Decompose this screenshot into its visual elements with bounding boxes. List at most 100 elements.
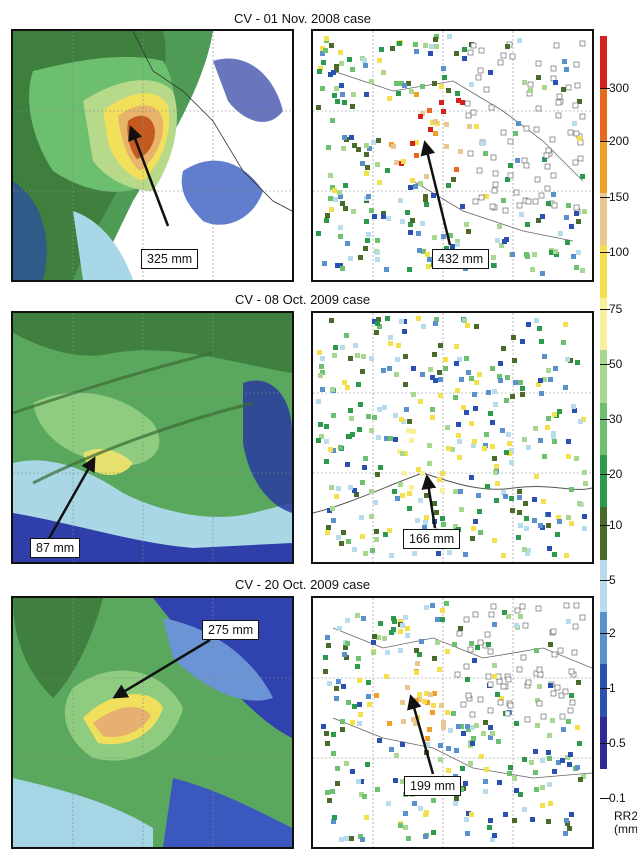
station-marker xyxy=(543,152,550,159)
station-marker xyxy=(544,163,551,170)
station-marker xyxy=(421,249,426,254)
station-marker xyxy=(327,508,332,513)
station-marker xyxy=(469,376,474,381)
station-marker xyxy=(431,193,436,198)
station-marker xyxy=(567,826,572,831)
station-markers-3 xyxy=(321,601,586,842)
station-marker xyxy=(338,263,343,268)
station-marker xyxy=(562,59,567,64)
station-marker xyxy=(497,780,502,785)
station-marker xyxy=(367,146,372,151)
station-marker xyxy=(546,368,551,373)
colorbar-segment xyxy=(600,36,607,89)
station-marker xyxy=(433,37,438,42)
station-marker xyxy=(512,818,517,823)
station-marker xyxy=(577,741,582,746)
station-marker xyxy=(421,324,426,329)
station-marker xyxy=(491,255,496,260)
station-marker xyxy=(477,639,484,646)
station-marker xyxy=(454,671,461,678)
station-marker xyxy=(357,427,362,432)
station-marker xyxy=(334,686,339,691)
station-marker xyxy=(338,225,343,230)
obs-map-case-1 xyxy=(311,29,594,282)
station-marker xyxy=(397,449,402,454)
colorbar-tick-label: 50 xyxy=(609,357,623,371)
station-marker xyxy=(530,267,535,272)
station-marker xyxy=(363,456,368,461)
station-marker xyxy=(323,48,328,53)
station-marker xyxy=(539,339,544,344)
station-marker xyxy=(343,206,348,211)
station-marker xyxy=(525,551,530,556)
station-marker xyxy=(431,798,436,803)
station-marker xyxy=(551,651,558,658)
station-marker xyxy=(580,174,585,179)
station-marker xyxy=(324,459,329,464)
station-marker xyxy=(520,386,525,391)
station-marker xyxy=(572,623,579,630)
station-marker xyxy=(330,789,335,794)
station-marker xyxy=(487,707,494,714)
station-marker xyxy=(369,489,374,494)
station-marker xyxy=(521,157,528,164)
station-marker xyxy=(461,731,466,736)
station-marker xyxy=(320,86,325,91)
station-marker xyxy=(376,317,381,322)
station-marker xyxy=(463,663,470,670)
station-marker xyxy=(413,721,418,726)
station-marker xyxy=(510,252,515,257)
station-marker xyxy=(394,753,399,758)
station-marker xyxy=(579,113,586,120)
station-marker xyxy=(445,649,450,654)
station-marker xyxy=(507,702,514,709)
station-marker xyxy=(325,790,330,795)
station-marker xyxy=(364,143,369,148)
station-marker xyxy=(394,81,399,86)
station-marker xyxy=(517,495,522,500)
station-marker xyxy=(402,329,407,334)
station-marker xyxy=(398,482,403,487)
station-marker xyxy=(547,782,552,787)
station-marker xyxy=(387,366,392,371)
station-marker xyxy=(363,63,368,68)
station-marker xyxy=(376,435,381,440)
station-marker xyxy=(335,263,340,268)
station-marker xyxy=(398,823,403,828)
station-marker xyxy=(438,757,443,762)
obs-map-case-3 xyxy=(311,596,594,849)
station-marker xyxy=(338,194,343,199)
station-marker xyxy=(349,135,354,140)
station-marker xyxy=(464,817,469,822)
station-marker xyxy=(436,551,441,556)
station-marker xyxy=(432,691,437,696)
station-marker xyxy=(369,208,374,213)
station-marker xyxy=(566,619,571,624)
station-marker xyxy=(427,727,432,732)
station-marker xyxy=(504,450,509,455)
station-marker xyxy=(404,407,409,412)
station-marker xyxy=(561,87,566,92)
obs-peak-label-1: 432 mm xyxy=(432,249,490,269)
station-marker xyxy=(547,733,552,738)
station-marker xyxy=(552,769,557,774)
station-marker xyxy=(374,330,379,335)
station-marker xyxy=(384,436,389,441)
station-marker xyxy=(424,174,429,179)
station-marker xyxy=(464,222,469,227)
station-marker xyxy=(536,75,541,80)
station-marker xyxy=(342,380,347,385)
station-marker xyxy=(524,716,531,723)
station-marker xyxy=(546,819,551,824)
station-marker xyxy=(490,420,495,425)
colorbar-tick-label: 200 xyxy=(609,134,630,148)
station-marker xyxy=(345,385,350,390)
station-marker xyxy=(417,692,422,697)
station-marker xyxy=(345,462,350,467)
station-marker xyxy=(336,535,341,540)
station-marker xyxy=(547,546,552,551)
station-marker xyxy=(375,162,380,167)
station-marker xyxy=(460,701,467,708)
station-marker xyxy=(337,190,342,195)
station-marker xyxy=(400,623,405,628)
